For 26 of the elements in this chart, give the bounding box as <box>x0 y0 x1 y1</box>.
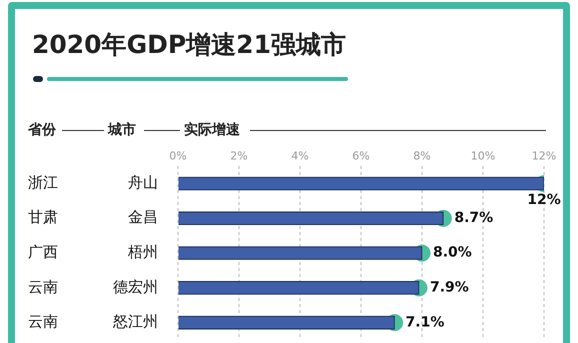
y-tick-label: 怒江州 <box>112 312 158 331</box>
x-tick-label: 12% <box>532 149 556 162</box>
x-tick-label: 4% <box>291 149 309 162</box>
y2-tick-label: 云南 <box>28 278 58 296</box>
data-label: 8.7% <box>454 210 494 226</box>
x-tick-label: 6% <box>352 149 370 162</box>
y-tick-label: 德宏州 <box>113 278 158 296</box>
text: 省份 <box>28 121 56 140</box>
x-tick-label: 0% <box>169 149 187 162</box>
chart-title: 2020年GDP增速21强城市 <box>32 29 346 61</box>
y2-tick-label: 甘肃 <box>28 208 58 226</box>
y-axis-title: 城市 <box>108 120 136 140</box>
data-label: 12% <box>527 192 561 208</box>
x-axis-title: 实际增速 <box>184 120 240 140</box>
y-tick-label: 舟山 <box>128 173 158 192</box>
y2-tick-label: 广西 <box>28 242 58 261</box>
data-label: 7.9% <box>430 280 469 296</box>
y2-tick-label: 云南 <box>28 312 58 331</box>
x-tick-label: 10% <box>470 149 496 162</box>
y2-tick-label: 浙江 <box>28 173 58 192</box>
data-label: 7.1% <box>406 314 444 330</box>
y-tick-label: 金昌 <box>128 208 158 226</box>
data-label: 8.0% <box>433 244 472 261</box>
x-tick-label: 8% <box>413 149 431 162</box>
x-tick-label: 2% <box>230 149 248 162</box>
y-tick-label: 梧州 <box>127 242 158 261</box>
